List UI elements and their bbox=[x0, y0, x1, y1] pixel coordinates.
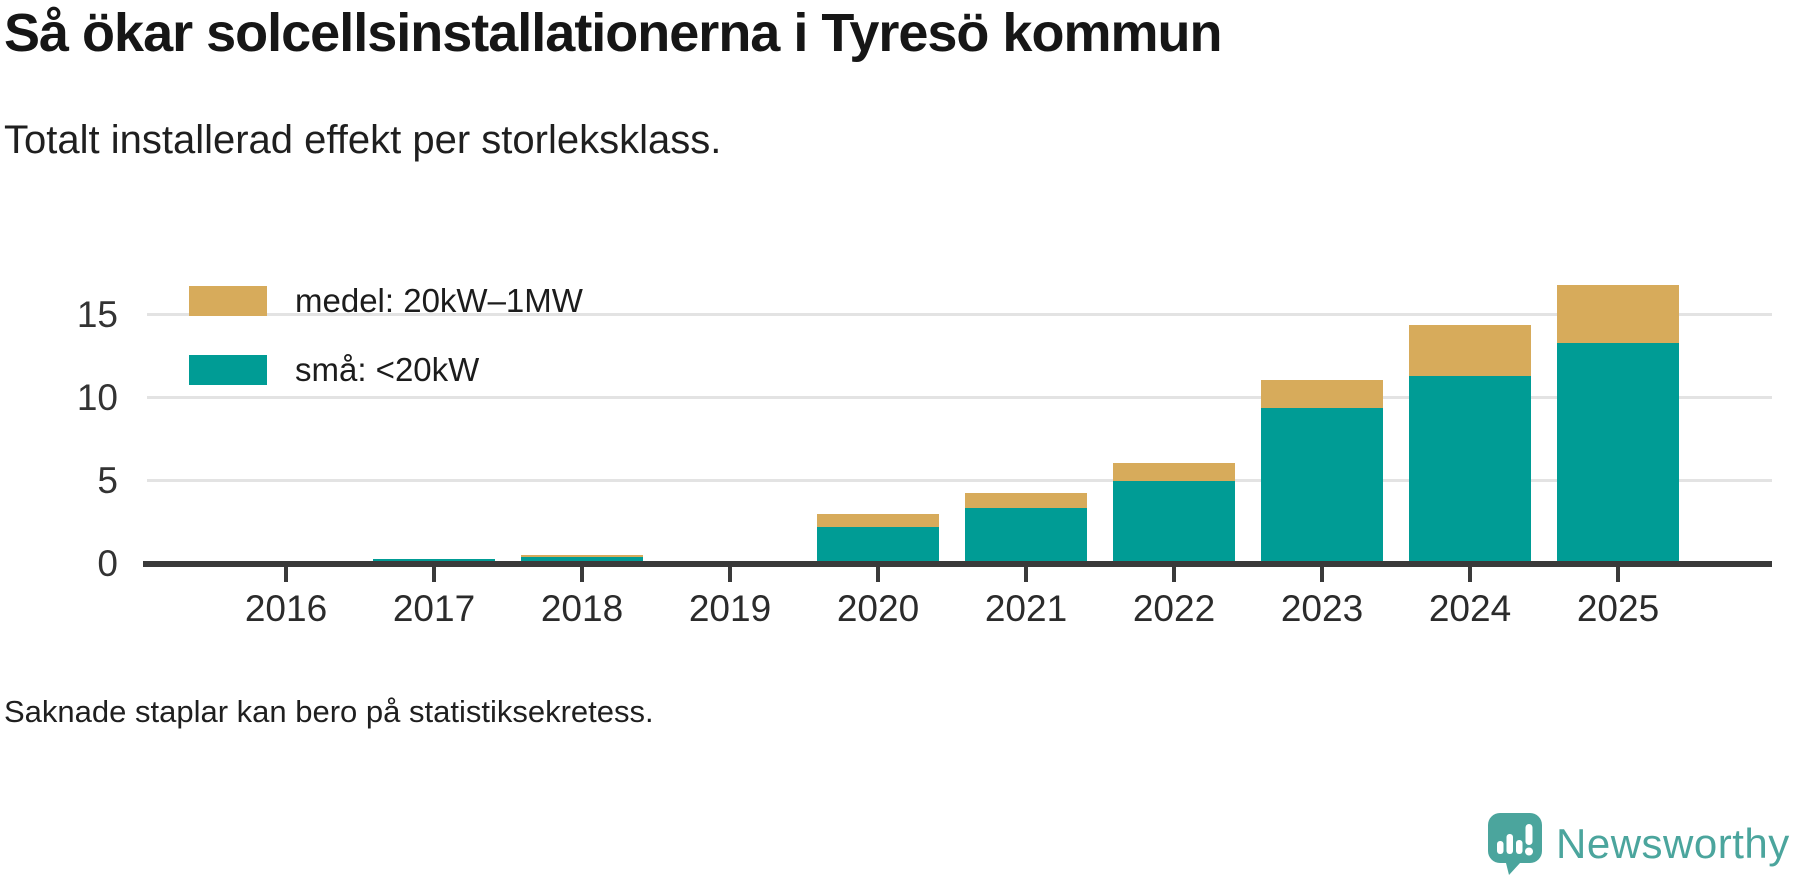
bar-2025 bbox=[1557, 285, 1679, 564]
legend: medel: 20kW–1MW små: <20kW bbox=[189, 282, 583, 389]
y-tick-label-15: 15 bbox=[76, 294, 118, 335]
gridline-y15 bbox=[147, 313, 1772, 316]
bar-segment-2024-små bbox=[1409, 376, 1531, 564]
gridline-y10 bbox=[147, 396, 1772, 399]
bar-segment-2018-medel bbox=[521, 554, 643, 557]
x-tick-label-2019: 2019 bbox=[688, 588, 772, 629]
newsworthy-branding: Newsworthy bbox=[1488, 813, 1790, 875]
x-tick-2017 bbox=[432, 567, 436, 582]
bar-segment-2022-små bbox=[1113, 481, 1235, 564]
bar-2024 bbox=[1409, 324, 1531, 564]
bar-segment-2024-medel bbox=[1409, 324, 1531, 377]
legend-label-0: medel: 20kW–1MW bbox=[295, 282, 583, 319]
bar-2022 bbox=[1113, 462, 1235, 564]
bar-segment-2022-medel bbox=[1113, 462, 1235, 481]
x-tick-2022 bbox=[1172, 567, 1176, 582]
x-tick-2021 bbox=[1024, 567, 1028, 582]
newsworthy-logo-icon bbox=[1488, 813, 1542, 875]
bar-segment-2021-små bbox=[965, 507, 1087, 564]
plot-area bbox=[147, 250, 1772, 564]
x-tick-label-2016: 2016 bbox=[244, 588, 328, 629]
x-tick-label-2021: 2021 bbox=[984, 588, 1068, 629]
bar-segment-2020-medel bbox=[817, 514, 939, 528]
bar-segment-2023-medel bbox=[1261, 379, 1383, 408]
bar-segment-2025-medel bbox=[1557, 285, 1679, 344]
newsworthy-wordmark: Newsworthy bbox=[1556, 820, 1790, 867]
x-tick-2020 bbox=[876, 567, 880, 582]
x-tick-label-2025: 2025 bbox=[1576, 588, 1660, 629]
x-tick-label-2018: 2018 bbox=[540, 588, 624, 629]
x-axis-line bbox=[143, 561, 1772, 567]
x-tick-label-2024: 2024 bbox=[1428, 588, 1512, 629]
y-tick-label-10: 10 bbox=[76, 377, 118, 418]
x-tick-2019 bbox=[728, 567, 732, 582]
bar-segment-2020-små bbox=[817, 527, 939, 564]
gridline-y5 bbox=[147, 479, 1772, 482]
x-tick-2016 bbox=[284, 567, 288, 582]
legend-label-1: små: <20kW bbox=[295, 351, 480, 388]
x-tick-2024 bbox=[1468, 567, 1472, 582]
bar-2021 bbox=[965, 492, 1087, 564]
x-tick-label-2023: 2023 bbox=[1280, 588, 1364, 629]
x-tick-label-2020: 2020 bbox=[836, 588, 920, 629]
chart-title: Så ökar solcellsinstallationerna i Tyres… bbox=[4, 3, 1222, 63]
bar-segment-2021-medel bbox=[965, 492, 1087, 508]
bar-2020 bbox=[817, 514, 939, 564]
x-tick-label-2022: 2022 bbox=[1132, 588, 1216, 629]
footnote: Saknade staplar kan bero på statistiksek… bbox=[4, 694, 654, 729]
y-tick-label-5: 5 bbox=[97, 460, 118, 501]
legend-item-0: medel: 20kW–1MW bbox=[189, 282, 583, 320]
bar-2023 bbox=[1261, 379, 1383, 564]
bar-2018 bbox=[521, 554, 643, 564]
x-tick-2023 bbox=[1320, 567, 1324, 582]
x-tick-2025 bbox=[1616, 567, 1620, 582]
bar-segment-2018-små bbox=[521, 556, 643, 564]
y-tick-label-0: 0 bbox=[97, 543, 118, 584]
x-tick-2018 bbox=[580, 567, 584, 582]
legend-swatch-1 bbox=[189, 355, 267, 385]
x-tick-label-2017: 2017 bbox=[392, 588, 476, 629]
chart-subtitle: Totalt installerad effekt per storlekskl… bbox=[4, 118, 722, 162]
legend-swatch-0 bbox=[189, 286, 267, 316]
bar-segment-2025-små bbox=[1557, 343, 1679, 564]
legend-item-1: små: <20kW bbox=[189, 351, 583, 389]
bar-segment-2023-små bbox=[1261, 407, 1383, 564]
